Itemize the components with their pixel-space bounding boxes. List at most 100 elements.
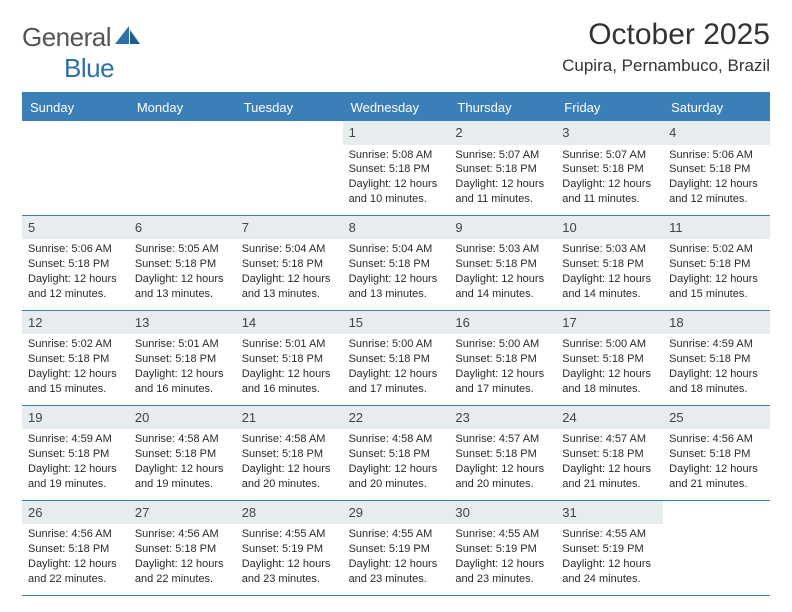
sunrise-text: Sunrise: 4:56 AM <box>28 527 123 542</box>
sunrise-text: Sunrise: 5:00 AM <box>349 337 444 352</box>
weekday-header: Friday <box>556 94 663 121</box>
day-number: 26 <box>22 501 129 525</box>
sunset-text: Sunset: 5:19 PM <box>562 542 657 557</box>
daylight-text: Daylight: 12 hours and 22 minutes. <box>28 557 123 587</box>
daylight-text: Daylight: 12 hours and 17 minutes. <box>455 367 550 397</box>
sunset-text: Sunset: 5:18 PM <box>242 447 337 462</box>
day-info: Sunrise: 5:02 AMSunset: 5:18 PMDaylight:… <box>28 337 123 396</box>
day-number: 29 <box>343 501 450 525</box>
day-info: Sunrise: 4:57 AMSunset: 5:18 PMDaylight:… <box>455 432 550 491</box>
daylight-text: Daylight: 12 hours and 22 minutes. <box>135 557 230 587</box>
sunset-text: Sunset: 5:19 PM <box>455 542 550 557</box>
sunset-text: Sunset: 5:18 PM <box>135 257 230 272</box>
sunrise-text: Sunrise: 5:00 AM <box>562 337 657 352</box>
daylight-text: Daylight: 12 hours and 18 minutes. <box>562 367 657 397</box>
sunset-text: Sunset: 5:18 PM <box>669 162 764 177</box>
sail-icon <box>115 22 141 53</box>
daylight-text: Daylight: 12 hours and 16 minutes. <box>135 367 230 397</box>
daylight-text: Daylight: 12 hours and 21 minutes. <box>562 462 657 492</box>
daylight-text: Daylight: 12 hours and 12 minutes. <box>28 272 123 302</box>
daylight-text: Daylight: 12 hours and 20 minutes. <box>242 462 337 492</box>
sunset-text: Sunset: 5:18 PM <box>455 447 550 462</box>
sunrise-text: Sunrise: 5:04 AM <box>349 242 444 257</box>
day-number: 22 <box>343 406 450 430</box>
day-number: 18 <box>663 311 770 335</box>
sunset-text: Sunset: 5:18 PM <box>28 352 123 367</box>
sunrise-text: Sunrise: 4:57 AM <box>455 432 550 447</box>
day-number: 23 <box>449 406 556 430</box>
sunrise-text: Sunrise: 4:56 AM <box>135 527 230 542</box>
calendar-week: ...1Sunrise: 5:08 AMSunset: 5:18 PMDayli… <box>22 121 770 216</box>
daylight-text: Daylight: 12 hours and 21 minutes. <box>669 462 764 492</box>
daylight-text: Daylight: 12 hours and 16 minutes. <box>242 367 337 397</box>
day-info: Sunrise: 4:59 AMSunset: 5:18 PMDaylight:… <box>28 432 123 491</box>
daylight-text: Daylight: 12 hours and 15 minutes. <box>669 272 764 302</box>
day-number: 15 <box>343 311 450 335</box>
day-number: 3 <box>556 121 663 145</box>
sunrise-text: Sunrise: 4:57 AM <box>562 432 657 447</box>
day-number: 5 <box>22 216 129 240</box>
day-number: 4 <box>663 121 770 145</box>
day-info: Sunrise: 4:55 AMSunset: 5:19 PMDaylight:… <box>242 527 337 586</box>
sunrise-text: Sunrise: 4:56 AM <box>669 432 764 447</box>
day-cell: 16Sunrise: 5:00 AMSunset: 5:18 PMDayligh… <box>449 311 556 405</box>
sunrise-text: Sunrise: 5:02 AM <box>669 242 764 257</box>
sunset-text: Sunset: 5:18 PM <box>669 352 764 367</box>
sunrise-text: Sunrise: 4:59 AM <box>669 337 764 352</box>
sunset-text: Sunset: 5:18 PM <box>135 542 230 557</box>
sunrise-text: Sunrise: 4:59 AM <box>28 432 123 447</box>
weekday-header-row: Sunday Monday Tuesday Wednesday Thursday… <box>22 94 770 121</box>
sunset-text: Sunset: 5:18 PM <box>562 162 657 177</box>
day-info: Sunrise: 5:08 AMSunset: 5:18 PMDaylight:… <box>349 148 444 207</box>
day-info: Sunrise: 4:58 AMSunset: 5:18 PMDaylight:… <box>135 432 230 491</box>
sunset-text: Sunset: 5:18 PM <box>349 162 444 177</box>
day-info: Sunrise: 5:03 AMSunset: 5:18 PMDaylight:… <box>455 242 550 301</box>
day-info: Sunrise: 5:06 AMSunset: 5:18 PMDaylight:… <box>28 242 123 301</box>
sunrise-text: Sunrise: 5:07 AM <box>455 148 550 163</box>
day-number: 8 <box>343 216 450 240</box>
sunset-text: Sunset: 5:18 PM <box>28 257 123 272</box>
day-info: Sunrise: 5:05 AMSunset: 5:18 PMDaylight:… <box>135 242 230 301</box>
day-cell: 10Sunrise: 5:03 AMSunset: 5:18 PMDayligh… <box>556 216 663 310</box>
sunrise-text: Sunrise: 4:58 AM <box>135 432 230 447</box>
day-number: 25 <box>663 406 770 430</box>
daylight-text: Daylight: 12 hours and 11 minutes. <box>562 177 657 207</box>
day-info: Sunrise: 5:04 AMSunset: 5:18 PMDaylight:… <box>242 242 337 301</box>
day-cell: 6Sunrise: 5:05 AMSunset: 5:18 PMDaylight… <box>129 216 236 310</box>
sunrise-text: Sunrise: 5:01 AM <box>242 337 337 352</box>
day-cell: 17Sunrise: 5:00 AMSunset: 5:18 PMDayligh… <box>556 311 663 405</box>
calendar-week: 19Sunrise: 4:59 AMSunset: 5:18 PMDayligh… <box>22 406 770 501</box>
day-number: 10 <box>556 216 663 240</box>
day-number: 11 <box>663 216 770 240</box>
day-info: Sunrise: 5:07 AMSunset: 5:18 PMDaylight:… <box>455 148 550 207</box>
sunset-text: Sunset: 5:18 PM <box>349 257 444 272</box>
sunset-text: Sunset: 5:18 PM <box>455 352 550 367</box>
day-info: Sunrise: 5:06 AMSunset: 5:18 PMDaylight:… <box>669 148 764 207</box>
daylight-text: Daylight: 12 hours and 23 minutes. <box>242 557 337 587</box>
day-number: 6 <box>129 216 236 240</box>
day-cell: . <box>22 121 129 215</box>
day-number: 14 <box>236 311 343 335</box>
day-cell: 18Sunrise: 4:59 AMSunset: 5:18 PMDayligh… <box>663 311 770 405</box>
sunrise-text: Sunrise: 4:55 AM <box>242 527 337 542</box>
day-cell: . <box>129 121 236 215</box>
sunset-text: Sunset: 5:18 PM <box>242 257 337 272</box>
sunset-text: Sunset: 5:19 PM <box>349 542 444 557</box>
day-number: 21 <box>236 406 343 430</box>
sunrise-text: Sunrise: 5:01 AM <box>135 337 230 352</box>
day-cell: 19Sunrise: 4:59 AMSunset: 5:18 PMDayligh… <box>22 406 129 500</box>
day-cell: 24Sunrise: 4:57 AMSunset: 5:18 PMDayligh… <box>556 406 663 500</box>
day-info: Sunrise: 4:55 AMSunset: 5:19 PMDaylight:… <box>562 527 657 586</box>
day-number: 1 <box>343 121 450 145</box>
day-cell: 13Sunrise: 5:01 AMSunset: 5:18 PMDayligh… <box>129 311 236 405</box>
sunrise-text: Sunrise: 5:00 AM <box>455 337 550 352</box>
day-number: 12 <box>22 311 129 335</box>
day-info: Sunrise: 4:58 AMSunset: 5:18 PMDaylight:… <box>349 432 444 491</box>
daylight-text: Daylight: 12 hours and 24 minutes. <box>562 557 657 587</box>
weekday-header: Saturday <box>663 94 770 121</box>
day-cell: 25Sunrise: 4:56 AMSunset: 5:18 PMDayligh… <box>663 406 770 500</box>
daylight-text: Daylight: 12 hours and 15 minutes. <box>28 367 123 397</box>
sunset-text: Sunset: 5:18 PM <box>135 352 230 367</box>
sunrise-text: Sunrise: 4:58 AM <box>349 432 444 447</box>
sunrise-text: Sunrise: 5:04 AM <box>242 242 337 257</box>
